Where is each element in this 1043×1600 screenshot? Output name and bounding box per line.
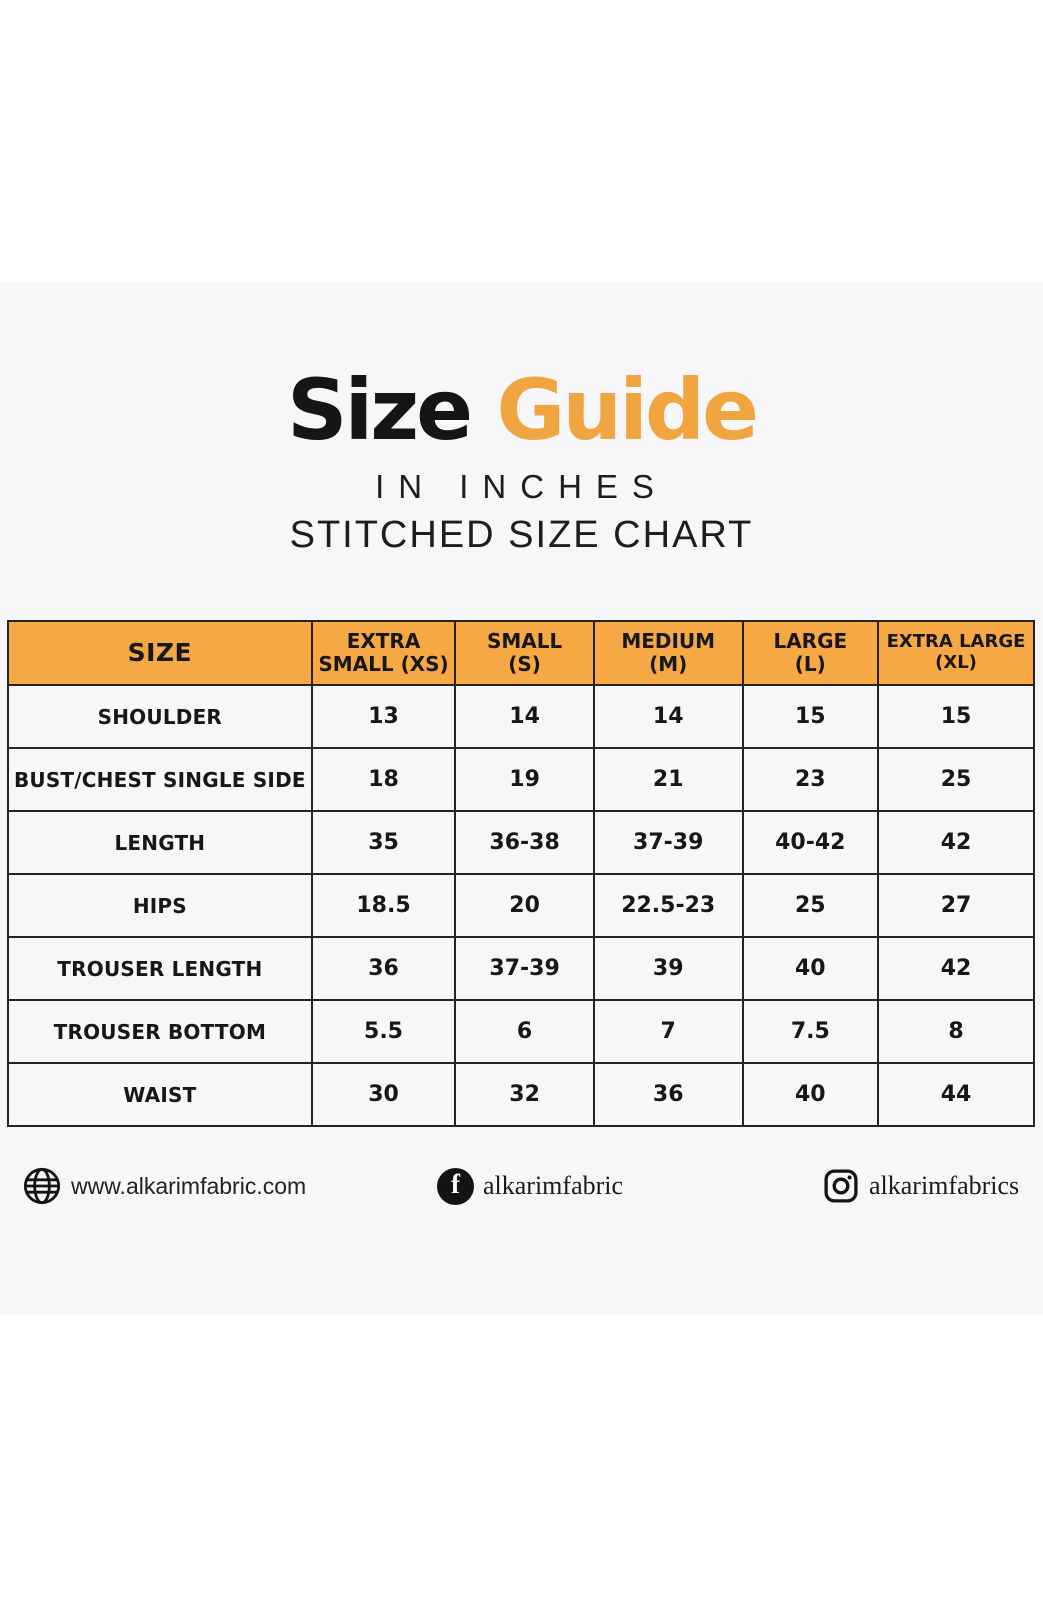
cell-value: 18 [310, 747, 457, 812]
cell-value: 27 [877, 873, 1035, 938]
cell-value: 15 [877, 684, 1035, 749]
header-extra-large: EXTRA LARGE (XL) [877, 620, 1035, 686]
footer-facebook: f alkarimfabric [437, 1160, 623, 1212]
cell-value: 6 [454, 999, 595, 1064]
cell-value: 32 [454, 1062, 595, 1127]
footer-instagram: alkarimfabrics [822, 1160, 1019, 1212]
instagram-handle: alkarimfabrics [869, 1171, 1020, 1200]
page-title: Size Guide [0, 368, 1043, 452]
cell-value: 7 [592, 999, 744, 1064]
page-title-orange: Guide [496, 361, 759, 459]
table-row: TROUSER BOTTOM 5.5 6 7 7.5 8 [7, 999, 1035, 1064]
table-header-row: SIZE EXTRA SMALL (XS) SMALL (S) MEDIUM (… [7, 620, 1035, 686]
cell-value: 40-42 [741, 810, 880, 875]
cell-value: 39 [592, 936, 744, 1001]
cell-value: 18.5 [310, 873, 457, 938]
cell-value: 14 [592, 684, 744, 749]
table-row: BUST/CHEST SINGLE SIDE 18 19 21 23 25 [7, 747, 1035, 812]
subtitle-in-inches: IN INCHES [375, 468, 668, 505]
cell-value: 36 [310, 936, 457, 1001]
cell-value: 22.5-23 [592, 873, 744, 938]
row-label-shoulder: SHOULDER [7, 684, 313, 749]
cell-value: 25 [741, 873, 880, 938]
header-size: SIZE [7, 620, 313, 686]
page-title-black: Size [286, 361, 473, 459]
cell-value: 23 [741, 747, 880, 812]
cell-value: 30 [310, 1062, 457, 1127]
table-row: WAIST 30 32 36 40 44 [7, 1062, 1035, 1127]
cell-value: 13 [310, 684, 457, 749]
footer-website: www.alkarimfabric.com [22, 1160, 306, 1212]
cell-value: 36 [592, 1062, 744, 1127]
cell-value: 14 [454, 684, 595, 749]
cell-value: 40 [741, 1062, 880, 1127]
cell-value: 5.5 [310, 999, 457, 1064]
table-row: HIPS 18.5 20 22.5-23 25 27 [7, 873, 1035, 938]
website-url: www.alkarimfabric.com [71, 1172, 307, 1199]
header-small: SMALL (S) [454, 620, 595, 686]
facebook-icon: f [437, 1167, 474, 1205]
table-row: TROUSER LENGTH 36 37-39 39 40 42 [7, 936, 1035, 1001]
row-label-waist: WAIST [7, 1062, 313, 1127]
size-chart-table: SIZE EXTRA SMALL (XS) SMALL (S) MEDIUM (… [7, 620, 1035, 1127]
cell-value: 25 [877, 747, 1035, 812]
cell-value: 7.5 [741, 999, 880, 1064]
cell-value: 37-39 [592, 810, 744, 875]
row-label-trouser-length: TROUSER LENGTH [7, 936, 313, 1001]
table-row: LENGTH 35 36-38 37-39 40-42 42 [7, 810, 1035, 875]
cell-value: 19 [454, 747, 595, 812]
row-label-length: LENGTH [7, 810, 313, 875]
instagram-icon [822, 1167, 860, 1205]
cell-value: 40 [741, 936, 880, 1001]
cell-value: 15 [741, 684, 880, 749]
subtitle-stitched-size-chart: STITCHED SIZE CHART [289, 514, 754, 556]
row-label-hips: HIPS [7, 873, 313, 938]
cell-value: 20 [454, 873, 595, 938]
header-medium: MEDIUM (M) [592, 620, 744, 686]
cell-value: 44 [877, 1062, 1035, 1127]
header-large: LARGE (L) [741, 620, 880, 686]
row-label-trouser-bottom: TROUSER BOTTOM [7, 999, 313, 1064]
table-row: SHOULDER 13 14 14 15 15 [7, 684, 1035, 749]
title-block: Size Guide IN INCHES STITCHED SIZE CHART [0, 368, 1043, 557]
footer: www.alkarimfabric.com f alkarimfabric al… [0, 1160, 1043, 1212]
header-extra-small: EXTRA SMALL (XS) [310, 620, 457, 686]
cell-value: 36-38 [454, 810, 595, 875]
cell-value: 42 [877, 936, 1035, 1001]
cell-value: 21 [592, 747, 744, 812]
cell-value: 37-39 [454, 936, 595, 1001]
cell-value: 8 [877, 999, 1035, 1064]
cell-value: 35 [310, 810, 457, 875]
row-label-bust-chest: BUST/CHEST SINGLE SIDE [7, 747, 313, 812]
facebook-handle: alkarimfabric [483, 1171, 624, 1200]
cell-value: 42 [877, 810, 1035, 875]
globe-icon [22, 1166, 62, 1206]
